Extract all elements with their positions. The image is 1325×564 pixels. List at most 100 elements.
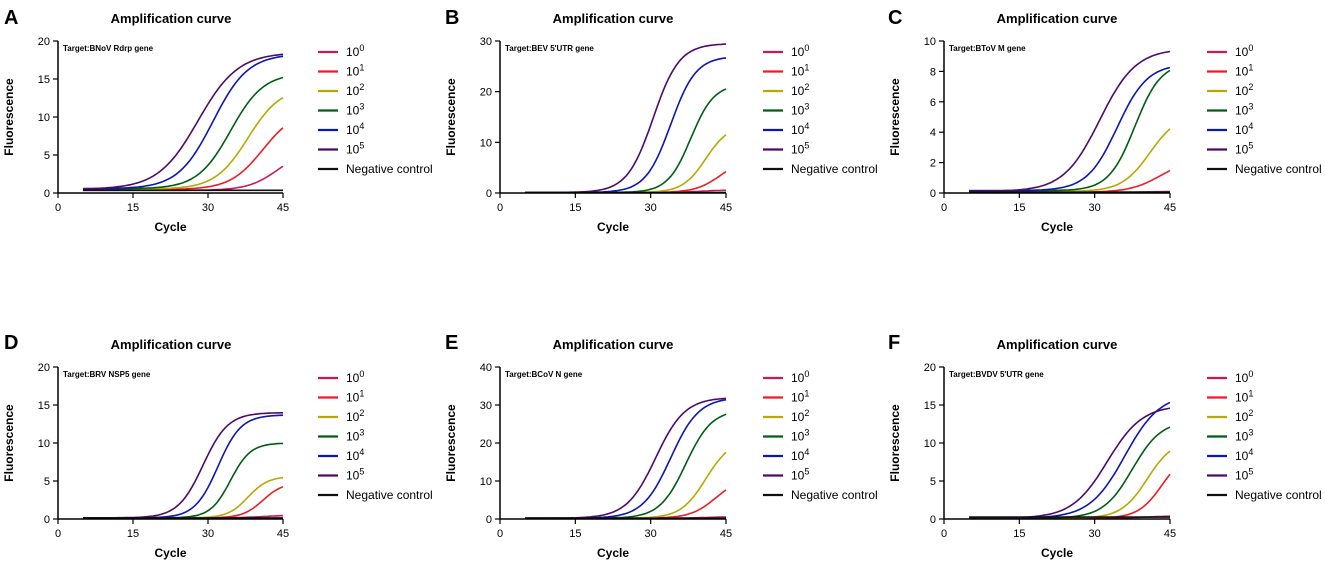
x-tick-label: 45 — [1164, 528, 1176, 540]
x-axis-label: Cycle — [597, 546, 629, 560]
y-axis-label: Fluorescence — [888, 78, 902, 156]
legend-label: 103 — [791, 102, 809, 118]
panel-letter: B — [445, 7, 459, 29]
legend-label: 104 — [346, 447, 364, 463]
legend-label: 104 — [346, 121, 364, 137]
target-annotation: Target:BCoV N gene — [505, 370, 583, 379]
y-tick-label: 0 — [930, 188, 936, 200]
x-tick-label: 0 — [497, 202, 503, 214]
legend-label: 102 — [1235, 82, 1253, 98]
x-tick-label: 45 — [277, 202, 289, 214]
plot-area — [83, 412, 284, 519]
x-tick-label: 15 — [569, 202, 581, 214]
x-axis-label: Cycle — [1041, 220, 1073, 234]
series-line-10-5 — [525, 397, 727, 519]
panel-letter: E — [445, 332, 458, 354]
y-tick-label: 2 — [930, 158, 936, 170]
legend-label: 105 — [346, 467, 364, 483]
legend-label: 102 — [346, 82, 364, 98]
legend-label: Negative control — [791, 162, 878, 176]
x-tick-label: 15 — [1013, 202, 1025, 214]
legend-label: 100 — [346, 369, 364, 385]
legend-label: 104 — [1235, 447, 1253, 463]
series-line-10-3 — [83, 76, 284, 190]
series-line-10-2 — [525, 451, 727, 519]
plot-area — [525, 397, 727, 519]
x-tick-label: 15 — [127, 202, 139, 214]
legend-label: 103 — [791, 428, 809, 444]
series-line-10-2 — [969, 128, 1171, 193]
legend-label: 103 — [346, 428, 364, 444]
legend: 100 101 102 103 104 105 Negative control — [1207, 369, 1322, 502]
legend-label: 100 — [791, 43, 809, 59]
series-line-10-1 — [83, 127, 284, 191]
x-tick-label: 30 — [645, 202, 657, 214]
panel-f: F Amplification curve 0 5 10 15 20 0 15 30 45 Cycle… — [888, 332, 1322, 560]
series-line-10-3 — [83, 442, 284, 519]
x-tick-label: 30 — [1089, 202, 1101, 214]
panel-letter: C — [888, 7, 902, 29]
legend-label: 102 — [791, 82, 809, 98]
legend-label: 105 — [791, 467, 809, 483]
x-tick-label: 15 — [1013, 528, 1025, 540]
panel-b: B Amplification curve 0 10 20 30 0 15 30 45 Cycle F… — [444, 7, 878, 234]
x-axis-label: Cycle — [154, 546, 186, 560]
x-tick-label: 0 — [55, 528, 61, 540]
y-axis-label: Fluorescence — [888, 404, 902, 482]
series-line-10-5 — [83, 412, 283, 519]
y-tick-label: 10 — [480, 476, 492, 488]
x-tick-label: 0 — [55, 202, 61, 214]
y-tick-label: 10 — [924, 438, 936, 450]
legend: 100 101 102 103 104 105 Negative control — [763, 369, 878, 502]
chart-title: Amplification curve — [997, 11, 1118, 26]
series-line-10-2 — [525, 134, 727, 194]
legend-label: 103 — [1235, 428, 1253, 444]
plot-area — [82, 53, 284, 192]
y-tick-label: 0 — [44, 188, 50, 200]
x-tick-label: 30 — [202, 202, 214, 214]
y-tick-label: 20 — [38, 362, 50, 374]
y-tick-label: 40 — [480, 362, 492, 374]
series-line-10-3 — [969, 69, 1171, 192]
y-tick-label: 0 — [44, 514, 50, 526]
legend: 100 101 102 103 104 105 Negative control — [763, 43, 878, 176]
chart-title: Amplification curve — [553, 337, 674, 352]
y-tick-label: 10 — [38, 438, 50, 450]
legend-label: 104 — [791, 447, 809, 463]
target-annotation: Target:BToV M gene — [949, 44, 1026, 53]
chart-title: Amplification curve — [553, 11, 674, 26]
x-axis-label: Cycle — [154, 220, 186, 234]
y-axis-label: Fluorescence — [2, 78, 16, 156]
y-axis-label: Fluorescence — [444, 78, 458, 156]
panel-letter: A — [4, 7, 18, 29]
y-tick-label: 5 — [44, 476, 50, 488]
plot-area — [969, 401, 1171, 519]
y-tick-label: 30 — [480, 36, 492, 48]
target-annotation: Target:BEV 5'UTR gene — [505, 44, 594, 53]
legend-label: 102 — [791, 408, 809, 424]
x-tick-label: 0 — [497, 528, 503, 540]
y-axis-label: Fluorescence — [2, 404, 16, 482]
legend-label: Negative control — [346, 488, 433, 502]
legend-label: 101 — [346, 63, 364, 79]
legend-label: 104 — [1235, 121, 1253, 137]
legend-label: 100 — [346, 43, 364, 59]
chart-title: Amplification curve — [111, 11, 232, 26]
x-axis-label: Cycle — [1041, 546, 1073, 560]
y-tick-label: 20 — [38, 36, 50, 48]
series-line-10-3 — [525, 413, 727, 519]
x-tick-label: 0 — [941, 528, 947, 540]
y-tick-label: 10 — [38, 112, 50, 124]
y-tick-label: 4 — [930, 127, 936, 139]
y-tick-label: 0 — [930, 514, 936, 526]
legend-label: 105 — [1235, 467, 1253, 483]
y-tick-label: 10 — [480, 137, 492, 149]
legend-label: 105 — [791, 141, 809, 157]
y-tick-label: 5 — [930, 476, 936, 488]
series-line-10-4 — [969, 66, 1171, 192]
x-tick-label: 30 — [1089, 528, 1101, 540]
panel-letter: D — [4, 332, 18, 354]
target-annotation: Target:BNoV Rdrp gene — [63, 44, 154, 53]
